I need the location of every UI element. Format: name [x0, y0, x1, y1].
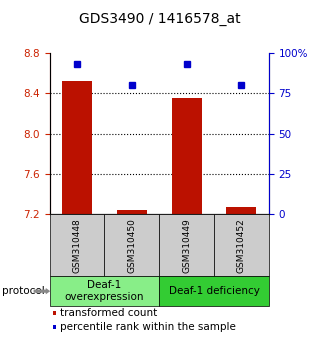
- Text: GSM310450: GSM310450: [127, 218, 136, 273]
- Text: GSM310448: GSM310448: [73, 218, 82, 273]
- Text: GSM310452: GSM310452: [237, 218, 246, 273]
- Text: protocol: protocol: [2, 286, 44, 296]
- Text: Deaf-1
overexpression: Deaf-1 overexpression: [65, 280, 144, 302]
- Text: Deaf-1 deficiency: Deaf-1 deficiency: [169, 286, 260, 296]
- Text: GDS3490 / 1416578_at: GDS3490 / 1416578_at: [79, 12, 241, 27]
- Text: GSM310449: GSM310449: [182, 218, 191, 273]
- Bar: [62, 81, 92, 214]
- Text: transformed count: transformed count: [60, 308, 157, 318]
- Bar: [226, 207, 256, 214]
- Bar: [172, 98, 202, 214]
- Text: percentile rank within the sample: percentile rank within the sample: [60, 321, 236, 332]
- Bar: [117, 210, 147, 214]
